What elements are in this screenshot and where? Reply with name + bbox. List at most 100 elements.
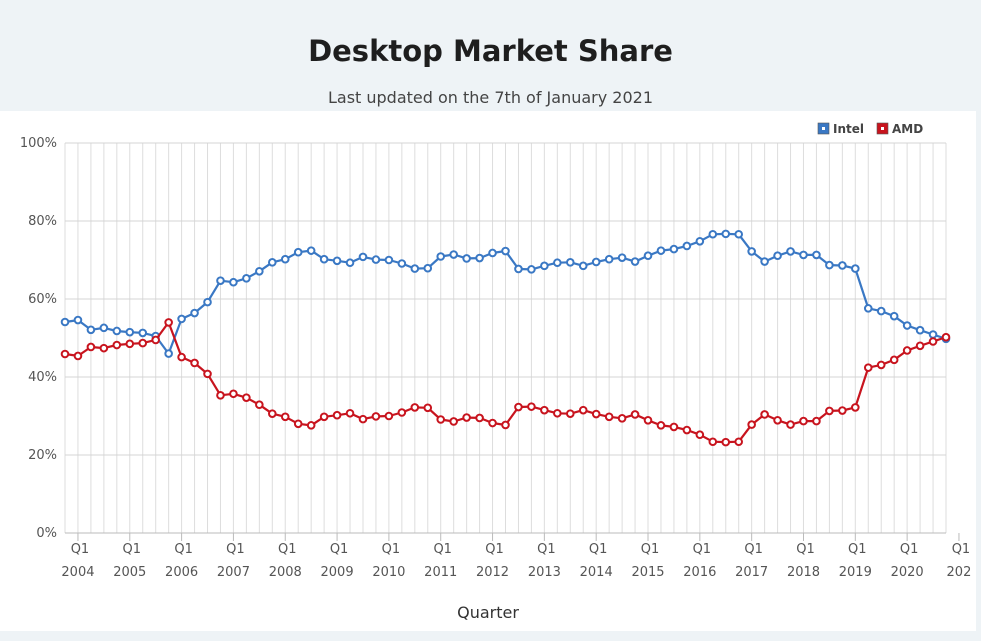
legend-label-amd[interactable]: AMD xyxy=(892,122,923,136)
data-point-intel[interactable] xyxy=(242,274,251,283)
data-point-amd[interactable] xyxy=(565,409,575,418)
data-point-amd[interactable] xyxy=(747,420,756,429)
data-point-amd[interactable] xyxy=(462,413,471,422)
data-point-amd[interactable] xyxy=(630,410,640,419)
data-point-intel[interactable] xyxy=(229,277,238,287)
data-point-intel[interactable] xyxy=(397,259,407,268)
data-point-amd[interactable] xyxy=(928,337,938,346)
data-point-amd[interactable] xyxy=(501,420,510,430)
data-point-amd[interactable] xyxy=(734,437,744,447)
data-point-amd[interactable] xyxy=(384,411,394,421)
data-point-amd[interactable] xyxy=(99,343,109,353)
data-point-intel[interactable] xyxy=(773,251,782,261)
data-point-amd[interactable] xyxy=(410,403,420,412)
data-point-intel[interactable] xyxy=(514,264,523,274)
data-point-intel[interactable] xyxy=(138,328,148,338)
data-point-amd[interactable] xyxy=(319,412,329,422)
data-point-intel[interactable] xyxy=(190,308,199,318)
data-point-intel[interactable] xyxy=(540,261,549,271)
data-point-intel[interactable] xyxy=(73,315,83,325)
data-point-amd[interactable] xyxy=(267,409,277,418)
data-point-intel[interactable] xyxy=(812,250,821,260)
data-point-intel[interactable] xyxy=(669,244,679,254)
data-point-amd[interactable] xyxy=(280,412,290,422)
data-point-amd[interactable] xyxy=(915,341,925,351)
data-point-amd[interactable] xyxy=(514,402,523,412)
data-point-amd[interactable] xyxy=(591,409,601,419)
data-point-intel[interactable] xyxy=(565,258,575,267)
data-point-amd[interactable] xyxy=(436,415,446,424)
data-point-amd[interactable] xyxy=(527,402,536,411)
data-point-intel[interactable] xyxy=(501,246,510,256)
data-point-amd[interactable] xyxy=(773,415,782,425)
data-point-amd[interactable] xyxy=(60,349,70,359)
data-point-amd[interactable] xyxy=(617,414,627,423)
data-point-intel[interactable] xyxy=(371,255,381,264)
data-point-intel[interactable] xyxy=(747,247,756,256)
data-point-intel[interactable] xyxy=(423,263,433,273)
data-point-intel[interactable] xyxy=(125,327,135,337)
data-point-intel[interactable] xyxy=(177,314,186,324)
data-point-amd[interactable] xyxy=(682,425,692,435)
data-point-amd[interactable] xyxy=(669,422,679,432)
data-point-amd[interactable] xyxy=(138,338,148,348)
data-point-intel[interactable] xyxy=(902,321,912,330)
data-point-intel[interactable] xyxy=(164,349,173,358)
data-point-intel[interactable] xyxy=(319,254,329,264)
data-point-amd[interactable] xyxy=(825,406,834,416)
data-point-amd[interactable] xyxy=(838,406,847,415)
data-point-intel[interactable] xyxy=(928,330,938,339)
data-point-amd[interactable] xyxy=(786,420,795,429)
data-point-intel[interactable] xyxy=(721,229,731,239)
data-point-intel[interactable] xyxy=(760,257,769,266)
data-point-amd[interactable] xyxy=(799,416,808,426)
data-point-intel[interactable] xyxy=(799,250,808,260)
data-point-intel[interactable] xyxy=(643,251,653,261)
data-point-amd[interactable] xyxy=(889,355,899,365)
data-point-amd[interactable] xyxy=(216,391,225,400)
data-point-amd[interactable] xyxy=(708,437,718,447)
data-point-amd[interactable] xyxy=(86,342,96,352)
data-point-intel[interactable] xyxy=(604,254,614,264)
data-point-amd[interactable] xyxy=(721,437,731,447)
data-point-amd[interactable] xyxy=(112,340,122,350)
data-point-intel[interactable] xyxy=(488,248,497,258)
data-point-intel[interactable] xyxy=(915,325,925,335)
data-point-intel[interactable] xyxy=(527,265,536,274)
data-point-amd[interactable] xyxy=(902,346,912,355)
data-point-amd[interactable] xyxy=(332,410,342,420)
data-point-intel[interactable] xyxy=(203,297,212,307)
data-point-amd[interactable] xyxy=(695,430,705,440)
data-point-amd[interactable] xyxy=(656,421,666,430)
data-point-amd[interactable] xyxy=(293,419,303,429)
data-point-intel[interactable] xyxy=(553,258,562,268)
data-point-amd[interactable] xyxy=(604,412,614,422)
data-point-intel[interactable] xyxy=(410,264,420,273)
data-point-intel[interactable] xyxy=(332,256,342,266)
data-point-amd[interactable] xyxy=(151,335,160,345)
data-point-intel[interactable] xyxy=(656,246,666,255)
data-point-intel[interactable] xyxy=(449,250,458,259)
data-point-intel[interactable] xyxy=(384,255,394,265)
data-point-intel[interactable] xyxy=(306,246,316,255)
data-point-intel[interactable] xyxy=(708,229,718,239)
data-point-amd[interactable] xyxy=(345,408,355,418)
data-point-intel[interactable] xyxy=(578,261,588,271)
data-point-amd[interactable] xyxy=(475,413,484,423)
data-point-amd[interactable] xyxy=(242,393,251,402)
data-point-amd[interactable] xyxy=(851,403,860,412)
data-point-intel[interactable] xyxy=(630,257,640,266)
data-point-intel[interactable] xyxy=(682,241,692,251)
data-point-intel[interactable] xyxy=(216,276,225,285)
data-point-intel[interactable] xyxy=(436,252,446,261)
data-point-intel[interactable] xyxy=(863,304,873,313)
data-point-intel[interactable] xyxy=(267,258,277,267)
data-point-intel[interactable] xyxy=(838,261,847,270)
data-point-intel[interactable] xyxy=(734,229,744,239)
data-point-amd[interactable] xyxy=(203,369,212,379)
data-point-intel[interactable] xyxy=(345,258,355,268)
data-point-amd[interactable] xyxy=(423,403,433,413)
data-point-intel[interactable] xyxy=(60,317,70,327)
data-point-intel[interactable] xyxy=(591,257,601,267)
data-point-amd[interactable] xyxy=(306,421,316,430)
